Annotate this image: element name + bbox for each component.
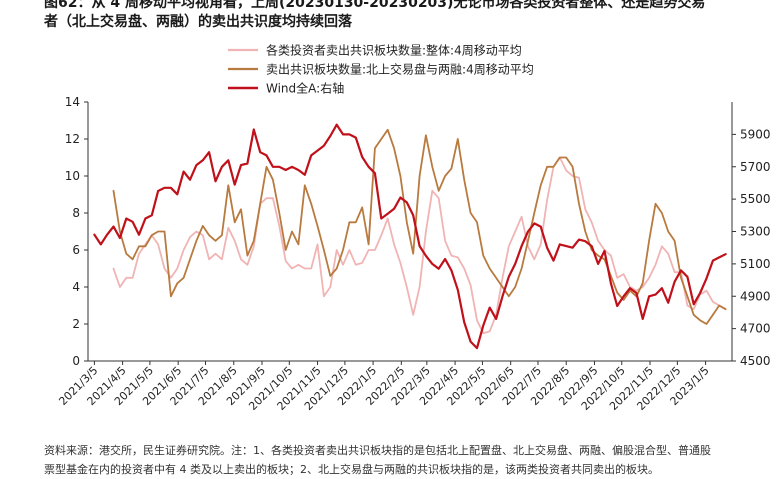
line-chart: 各类投资者卖出共识板块数量:整体:4周移动平均卖出共识板块数量:北上交易盘与两融…: [0, 36, 780, 436]
chart-legend: 各类投资者卖出共识板块数量:整体:4周移动平均卖出共识板块数量:北上交易盘与两融…: [228, 43, 534, 96]
legend-label-1: 各类投资者卖出共识板块数量:整体:4周移动平均: [266, 43, 522, 58]
y-right-tick-label: 5700: [740, 160, 771, 174]
y-right-tick-label: 5100: [740, 257, 771, 271]
y-right-tick-label: 5900: [740, 127, 771, 141]
figure-title-line1: 图62：从 4 周移动平均视角看，上周(20230130-20230203)无论…: [44, 0, 780, 13]
y-left-tick-label: 2: [72, 317, 80, 331]
y-left-tick-label: 10: [65, 169, 80, 183]
y-left-tick-label: 8: [72, 206, 80, 220]
y-left-tick-label: 4: [72, 280, 80, 294]
y-left-tick-label: 6: [72, 243, 80, 257]
figure-title: 图62：从 4 周移动平均视角看，上周(20230130-20230203)无论…: [44, 0, 780, 32]
y-right-tick-label: 4500: [740, 354, 771, 368]
y-left-tick-label: 14: [65, 95, 80, 109]
y-right-tick-label: 5500: [740, 192, 771, 206]
y-left-tick-label: 12: [65, 132, 80, 146]
y-right-tick-label: 4700: [740, 322, 771, 336]
series-line-2: [114, 130, 726, 324]
y-right-tick-label: 5300: [740, 225, 771, 239]
y-left-tick-label: 0: [72, 354, 80, 368]
source-note-line2: 票型基金在内的投资者中有 4 类及以上卖出的板块；2、北上交易盘与两融的共识板块…: [44, 460, 780, 479]
y-right-tick-label: 4900: [740, 289, 771, 303]
source-note-line1: 资料来源：港交所，民生证券研究院。注：1、各类投资者卖出共识板块指的是包括北上配…: [44, 441, 780, 460]
source-note: 资料来源：港交所，民生证券研究院。注：1、各类投资者卖出共识板块指的是包括北上配…: [44, 441, 780, 479]
figure-title-line2: 者（北上交易盘、两融）的卖出共识度均持续回落: [44, 13, 780, 32]
chart-series: [94, 125, 725, 348]
legend-label-2: 卖出共识板块数量:北上交易盘与两融:4周移动平均: [266, 62, 534, 77]
legend-label-3: Wind全A:右轴: [266, 81, 344, 96]
